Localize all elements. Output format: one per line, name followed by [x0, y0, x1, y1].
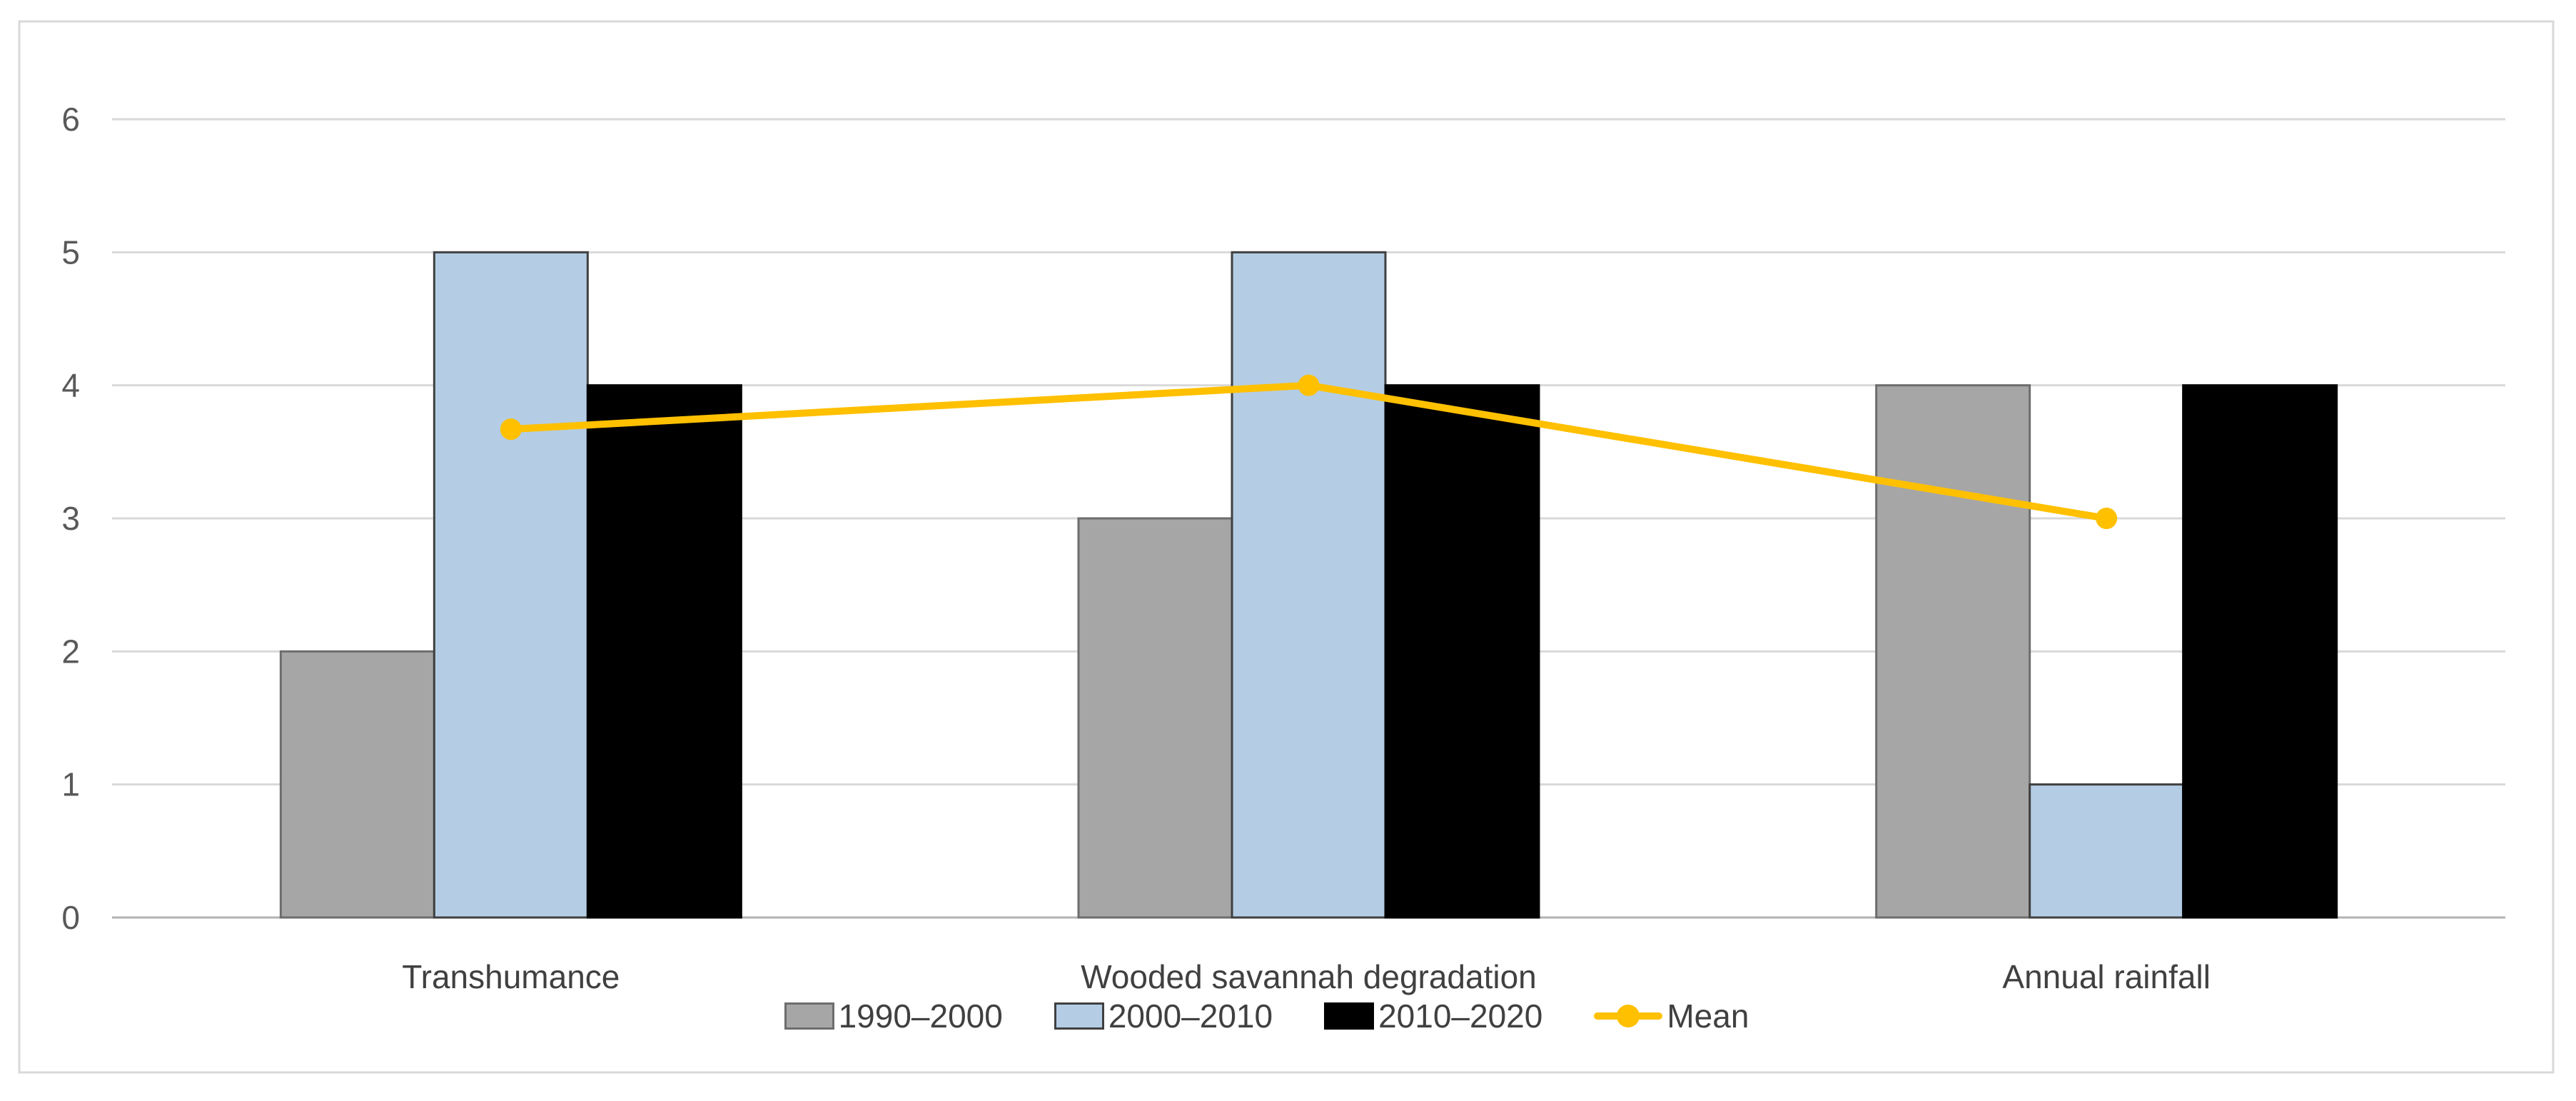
bar-series2-cat3 [2029, 783, 2185, 919]
bar-series2-cat1 [433, 251, 589, 919]
category-label: Transhumance [402, 958, 620, 995]
mean-point-cat3 [2096, 508, 2118, 529]
bar-series3-cat2 [1384, 384, 1540, 919]
y-tick-label: 1 [61, 766, 80, 803]
bar-series1-cat2 [1077, 517, 1233, 919]
y-tick-label: 6 [61, 101, 80, 138]
y-tick-label: 5 [61, 233, 80, 271]
bar-series3-cat1 [586, 384, 742, 919]
y-tick-label: 4 [61, 367, 80, 404]
bar-series3-cat3 [2182, 384, 2338, 919]
y-tick-label: 2 [61, 633, 80, 670]
y-tick-label: 3 [61, 500, 80, 537]
category-label: Wooded savannah degradation [1081, 958, 1537, 995]
bar-series1-cat3 [1875, 384, 2031, 919]
y-tick-label: 0 [61, 899, 80, 936]
bar-series2-cat2 [1231, 251, 1387, 919]
category-label: Annual rainfall [2002, 958, 2211, 995]
mean-point-cat2 [1298, 374, 1320, 396]
bar-series1-cat1 [279, 650, 435, 919]
mean-point-cat1 [500, 418, 522, 441]
